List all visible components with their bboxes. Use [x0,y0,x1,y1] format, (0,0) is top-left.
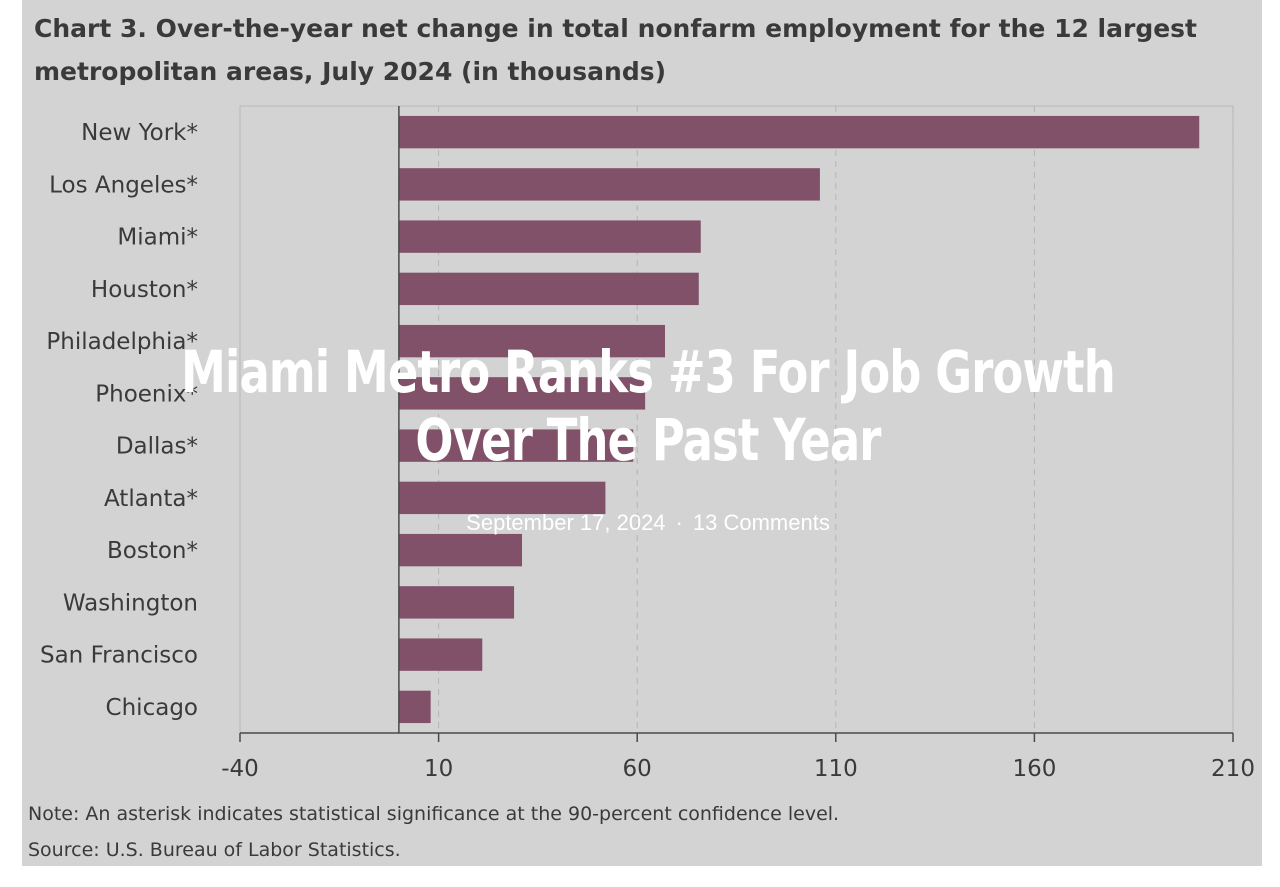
bar-10 [398,586,515,619]
chart-title-line-1: Chart 3. Over-the-year net change in tot… [34,14,1197,43]
bar-2 [398,168,820,201]
x-tick-label-1: 10 [424,756,453,782]
category-label-3: Miami* [117,225,198,251]
bar-7 [398,429,634,462]
category-label-10: Washington [63,590,198,616]
chart-title-line-2: metropolitan areas, July 2024 (in thousa… [34,57,666,86]
category-label-6: Phoenix* [95,381,198,407]
x-tick-label-2: 60 [623,756,652,782]
bar-11 [398,638,483,671]
bar-12 [398,690,431,724]
bar-8 [398,481,606,515]
category-label-5: Philadelphia* [46,329,198,355]
category-label-11: San Francisco [40,643,198,669]
x-tick-label-4: 160 [1012,756,1056,782]
bar-3 [398,220,701,253]
bar-6 [398,377,646,410]
bar-5 [398,324,666,358]
plot-area [239,105,1234,734]
bar-4 [398,272,699,306]
x-tick-label-5: 210 [1211,756,1255,782]
bar-1 [398,115,1200,149]
category-label-12: Chicago [106,695,198,721]
x-tick-label-0: -40 [221,756,259,782]
category-label-4: Houston* [91,277,198,303]
category-label-8: Atlanta* [104,486,198,512]
bar-9 [398,533,523,567]
category-label-7: Dallas* [116,434,198,460]
chart-source: Source: U.S. Bureau of Labor Statistics. [28,839,401,861]
category-label-1: New York* [81,120,198,146]
bar-chart: Chart 3. Over-the-year net change in tot… [28,14,1255,861]
hero-chart-image: Chart 3. Over-the-year net change in tot… [22,0,1262,866]
x-tick-label-3: 110 [814,756,858,782]
category-label-9: Boston* [107,538,198,564]
chart-note: Note: An asterisk indicates statistical … [28,803,839,825]
category-label-2: Los Angeles* [49,172,198,198]
